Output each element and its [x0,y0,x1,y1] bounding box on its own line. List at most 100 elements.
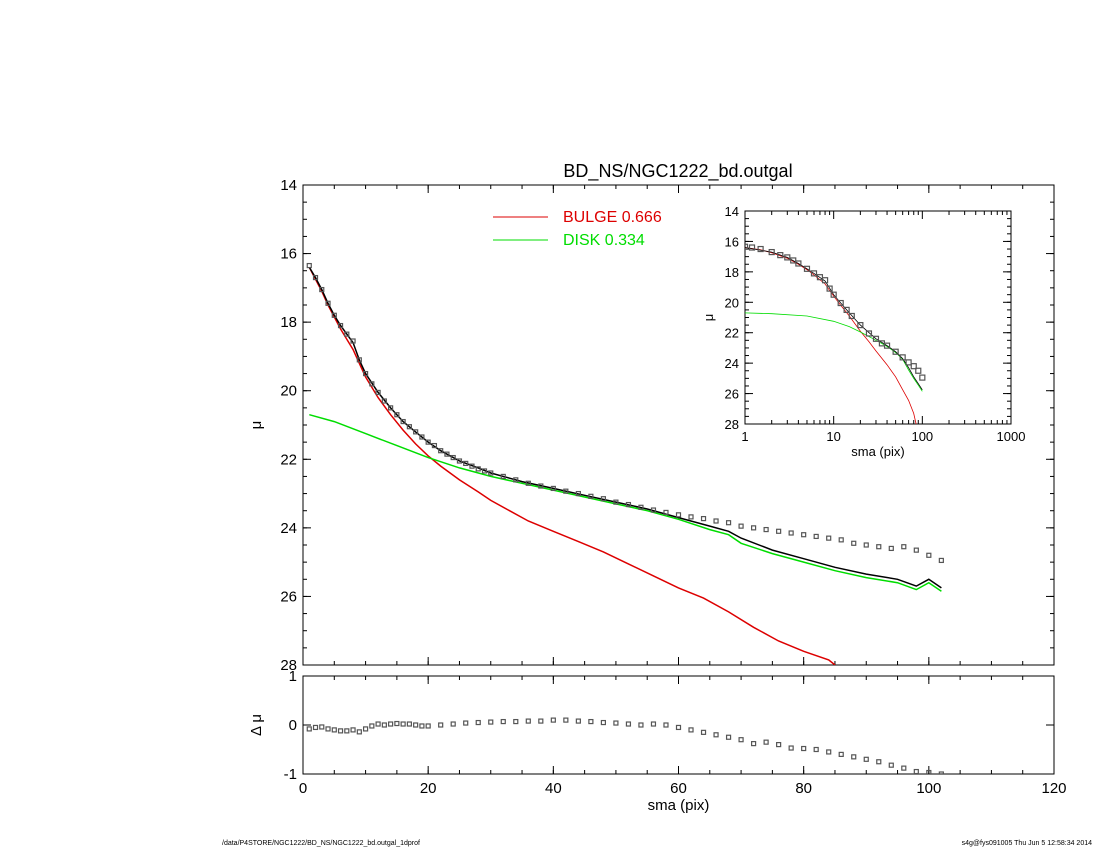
inset-data-point [826,285,833,292]
main-data-point [356,357,362,363]
residual-data-point [600,719,607,726]
residual-data-point [851,754,857,760]
main-series-line-1 [309,413,942,592]
inset-data-point [748,244,756,251]
footer-timestamp: s4g@fys091005 Thu Jun 5 12:58:34 2014 [961,840,1092,847]
residual-data-point [813,746,819,753]
residual-data-point [938,771,944,774]
main-data-point [588,493,594,499]
main-data-point [838,537,844,543]
main-data-point [394,412,400,418]
inset-ytick-label: 28 [725,417,739,432]
inset-data-point [883,342,891,349]
residual-data-point [344,728,350,734]
main-data-point [563,488,569,494]
main-data-point [650,507,657,513]
residual-data-point [362,726,369,732]
residual-xtick-label: 20 [420,780,437,797]
main-ytick-label: 16 [280,246,297,263]
main-data-point [863,542,869,548]
residual-data-point [625,721,632,727]
main-data-point [550,485,556,492]
inset-ytick-label: 20 [725,295,739,310]
residual-ytick-label: 0 [289,717,297,734]
main-data-point [331,312,337,318]
residual-data-point [388,721,394,727]
inset-xtick-label: 10 [826,429,840,444]
main-frame [302,184,1055,666]
main-data-point [851,540,857,546]
residual-data-point [901,765,907,771]
main-ytick-label: 20 [280,383,297,400]
inset-data-point [905,359,912,366]
main-data-point [888,545,894,552]
residual-series-group [306,717,944,774]
residual-xtick-label: 0 [299,780,307,797]
main-data-point [419,434,425,440]
main-data-point [663,509,669,516]
residual-data-point [513,718,519,725]
main-data-point [500,473,506,480]
main-ytick-label: 26 [280,588,297,605]
residual-data-point [438,722,444,728]
residual-data-point [406,721,412,727]
residual-data-point [700,729,707,735]
main-data-point [450,454,456,461]
main-data-point [938,557,944,564]
residual-data-point [463,720,469,726]
inset-data-point [857,322,864,329]
main-data-point [406,424,412,430]
residual-data-point [325,726,331,732]
residual-data-point [913,768,919,774]
main-data-point [801,532,807,538]
main-data-point [600,496,607,502]
inset-xtick-label: 1000 [997,429,1026,444]
main-data-point [481,468,488,474]
inset-data-point [899,354,906,361]
residual-data-point [838,751,844,758]
main-data-point [700,515,707,522]
residual-ytick-label: -1 [284,766,297,783]
main-ytick-label: 24 [280,520,297,537]
main-data-point [913,547,919,553]
residual-data-point [306,726,312,732]
inset-ytick-label: 22 [725,326,739,341]
inset-plot: 14 16 18 20 22 24 26 281 10 100 1000 μ sma (pix) [701,204,1025,459]
main-data-point [625,501,632,508]
main-data-point [675,512,682,518]
residual-xtick-label: 40 [545,780,562,797]
main-data-point [469,463,475,469]
residual-data-point [863,756,869,762]
main-data-point [400,418,406,425]
inset-series-line-0 [745,247,917,424]
inset-ytick-label: 18 [725,265,739,280]
main-ytick-label: 14 [280,177,297,194]
inset-data-point [843,306,850,313]
inset-data-point [830,291,837,298]
main-data-point [688,514,694,520]
residual-data-point [575,718,581,724]
main-series-group [306,262,944,665]
inset-ytick-label: 16 [725,234,739,249]
residual-xtick-label: 100 [916,780,941,797]
residual-data-point [750,741,757,747]
residual-data-point [400,721,406,727]
residual-xtick-label: 120 [1041,780,1066,797]
main-data-point [475,466,481,472]
main-data-point [319,286,325,293]
main-data-point [638,504,644,510]
residual-data-point [331,727,337,733]
inset-data-point [757,245,764,253]
main-data-point [375,389,381,396]
inset-series-group [745,243,926,424]
residual-data-point [375,721,381,727]
main-data-point [362,370,369,377]
main-data-point [901,544,907,550]
main-series-line-2 [308,266,942,589]
main-title: BD_NS/NGC1222_bd.outgal [563,161,792,182]
main-plot: 14 16 18 20 22 24 26 28 μ BULGE 0.666 DISK 0.334 [248,177,1055,674]
main-data-point [713,518,719,524]
inset-series-line-2 [745,247,923,391]
main-series-line-0 [308,266,836,665]
main-data-point [369,381,375,387]
